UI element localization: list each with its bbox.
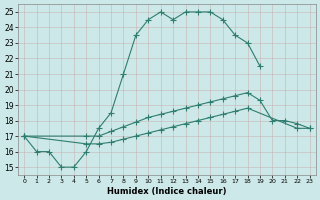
X-axis label: Humidex (Indice chaleur): Humidex (Indice chaleur): [107, 187, 227, 196]
